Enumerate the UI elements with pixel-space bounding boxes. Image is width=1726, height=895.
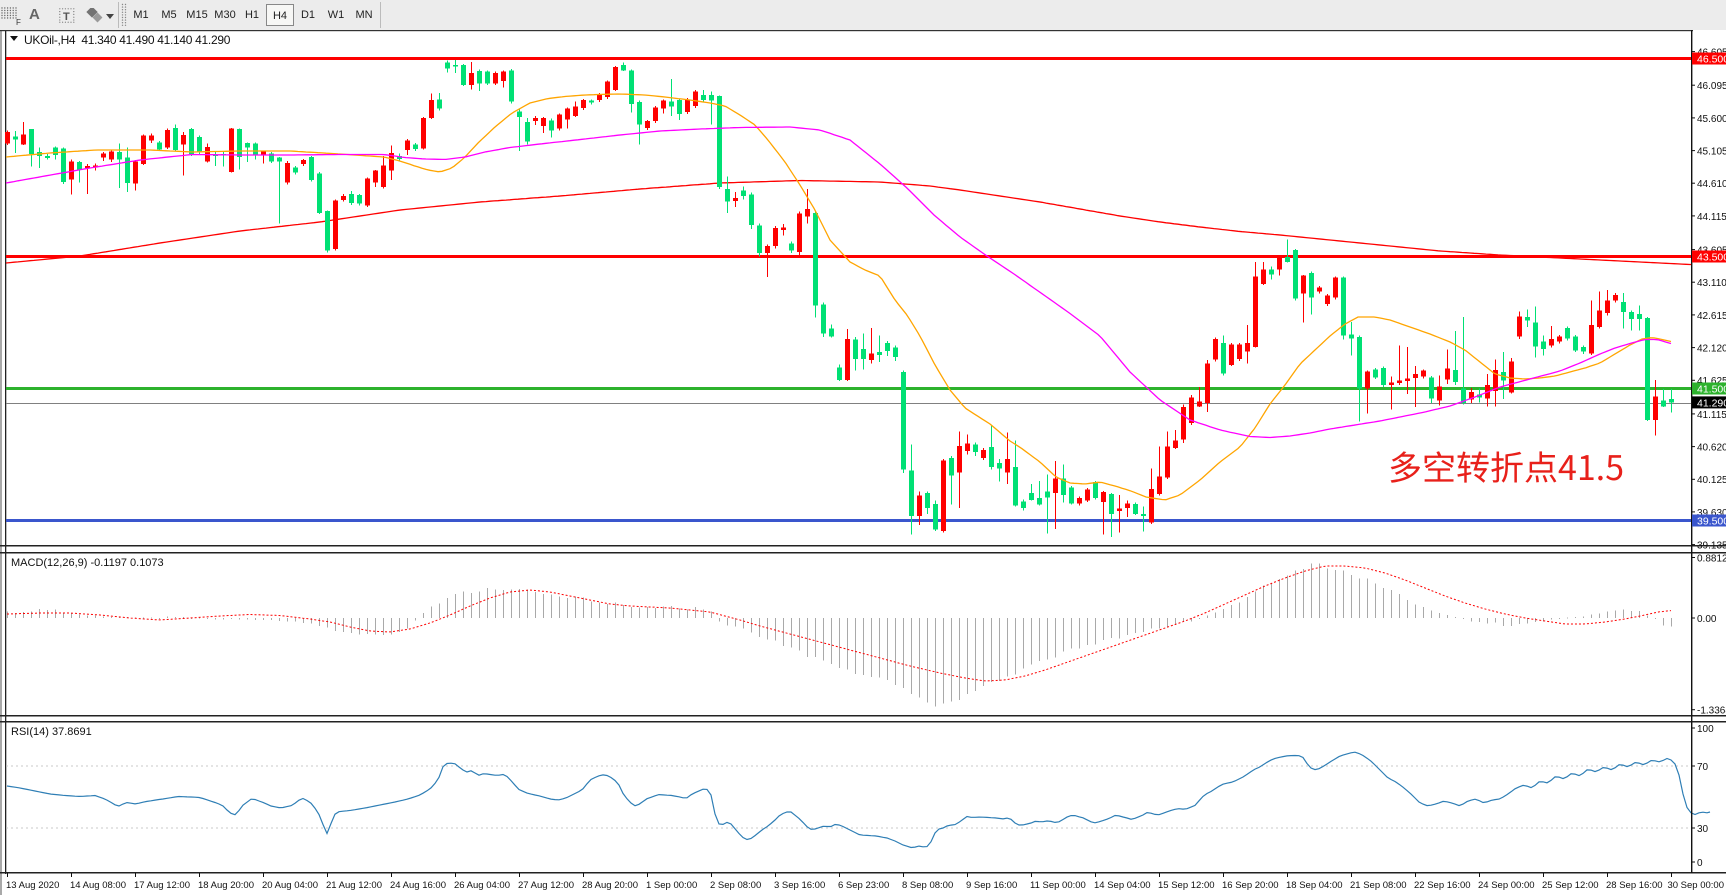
svg-text:28 Sep 16:00: 28 Sep 16:00: [1606, 880, 1663, 891]
svg-text:RSI(14) 37.8691: RSI(14) 37.8691: [11, 726, 92, 738]
svg-text:42.120: 42.120: [1697, 344, 1726, 355]
svg-text:21 Aug 12:00: 21 Aug 12:00: [326, 880, 382, 891]
svg-text:-1.3368: -1.3368: [1697, 706, 1726, 717]
svg-text:0.8812: 0.8812: [1697, 554, 1726, 565]
svg-text:42.615: 42.615: [1697, 311, 1726, 322]
svg-text:41.290: 41.290: [1697, 397, 1726, 409]
svg-text:70: 70: [1697, 762, 1709, 773]
svg-text:14 Aug 08:00: 14 Aug 08:00: [70, 880, 126, 891]
svg-text:24 Sep 00:00: 24 Sep 00:00: [1478, 880, 1535, 891]
svg-text:43.110: 43.110: [1697, 278, 1726, 289]
svg-text:0: 0: [1697, 858, 1703, 869]
svg-text:T: T: [63, 11, 70, 23]
svg-text:8 Sep 08:00: 8 Sep 08:00: [902, 880, 953, 891]
svg-text:MACD(12,26,9) -0.1197 0.1073: MACD(12,26,9) -0.1197 0.1073: [11, 557, 164, 569]
svg-text:13 Aug 2020: 13 Aug 2020: [6, 880, 59, 891]
svg-text:39.500: 39.500: [1697, 516, 1726, 528]
svg-text:9 Sep 16:00: 9 Sep 16:00: [966, 880, 1017, 891]
svg-text:18 Aug 20:00: 18 Aug 20:00: [198, 880, 254, 891]
svg-text:27 Aug 12:00: 27 Aug 12:00: [518, 880, 574, 891]
svg-text:41.625: 41.625: [1697, 376, 1726, 387]
svg-text:28 Aug 20:00: 28 Aug 20:00: [582, 880, 638, 891]
svg-text:1 Sep 00:00: 1 Sep 00:00: [646, 880, 697, 891]
svg-text:16 Sep 20:00: 16 Sep 20:00: [1222, 880, 1279, 891]
svg-text:2 Sep 08:00: 2 Sep 08:00: [710, 880, 761, 891]
svg-text:44.610: 44.610: [1697, 179, 1726, 190]
svg-text:22 Sep 16:00: 22 Sep 16:00: [1414, 880, 1471, 891]
svg-text:40.125: 40.125: [1697, 475, 1726, 486]
svg-text:26 Aug 04:00: 26 Aug 04:00: [454, 880, 510, 891]
svg-text:100: 100: [1697, 724, 1714, 735]
svg-text:41.500: 41.500: [1697, 384, 1726, 396]
svg-text:43.500: 43.500: [1697, 252, 1726, 264]
svg-text:24 Aug 16:00: 24 Aug 16:00: [390, 880, 446, 891]
svg-text:11 Sep 00:00: 11 Sep 00:00: [1030, 880, 1086, 891]
svg-text:21 Sep 08:00: 21 Sep 08:00: [1350, 880, 1407, 891]
svg-text:46.095: 46.095: [1697, 81, 1726, 92]
svg-text:6 Sep 23:00: 6 Sep 23:00: [838, 880, 889, 891]
svg-text:25 Sep 12:00: 25 Sep 12:00: [1542, 880, 1599, 891]
svg-text:14 Sep 04:00: 14 Sep 04:00: [1094, 880, 1151, 891]
svg-text:20 Aug 04:00: 20 Aug 04:00: [262, 880, 318, 891]
svg-text:30 Sep 00:00: 30 Sep 00:00: [1667, 880, 1724, 891]
svg-text:3 Sep 16:00: 3 Sep 16:00: [774, 880, 825, 891]
svg-text:45.105: 45.105: [1697, 147, 1726, 158]
svg-text:30: 30: [1697, 824, 1709, 835]
svg-text:39.630: 39.630: [1697, 508, 1726, 519]
svg-text:17 Aug 12:00: 17 Aug 12:00: [134, 880, 190, 891]
svg-text:44.115: 44.115: [1697, 212, 1726, 223]
svg-text:18 Sep 04:00: 18 Sep 04:00: [1286, 880, 1343, 891]
svg-text:41.115: 41.115: [1697, 410, 1726, 421]
svg-text:45.600: 45.600: [1697, 114, 1726, 125]
svg-text:40.620: 40.620: [1697, 443, 1726, 454]
svg-text:0.00: 0.00: [1697, 614, 1717, 625]
svg-text:UKOil-,H4 41.340 41.490 41.14: UKOil-,H4 41.340 41.490 41.140 41.290: [24, 33, 231, 47]
svg-text:46.500: 46.500: [1697, 54, 1726, 66]
svg-text:F: F: [16, 18, 21, 26]
svg-text:15 Sep 12:00: 15 Sep 12:00: [1158, 880, 1215, 891]
svg-text:39.135: 39.135: [1697, 541, 1726, 552]
